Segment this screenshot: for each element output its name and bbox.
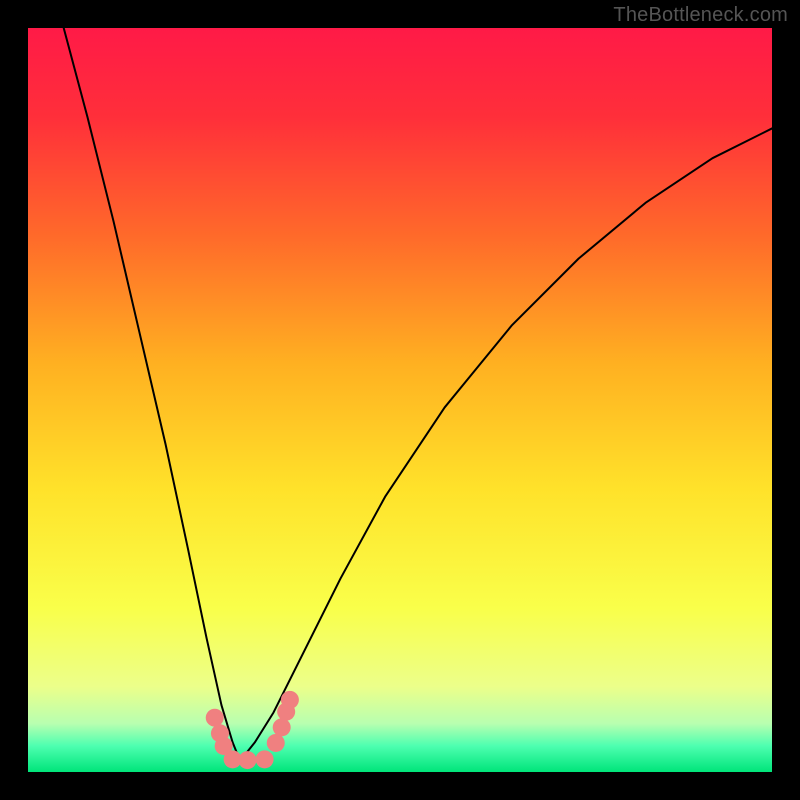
bottleneck-curve-chart [0,0,800,800]
curve-marker [281,691,299,709]
chart-frame: TheBottleneck.com [0,0,800,800]
curve-marker [256,750,274,768]
watermark-text: TheBottleneck.com [613,4,788,27]
curve-marker [238,751,256,769]
curve-marker [267,734,285,752]
curve-marker [273,718,291,736]
plot-background [28,28,772,772]
curve-marker [206,709,224,727]
